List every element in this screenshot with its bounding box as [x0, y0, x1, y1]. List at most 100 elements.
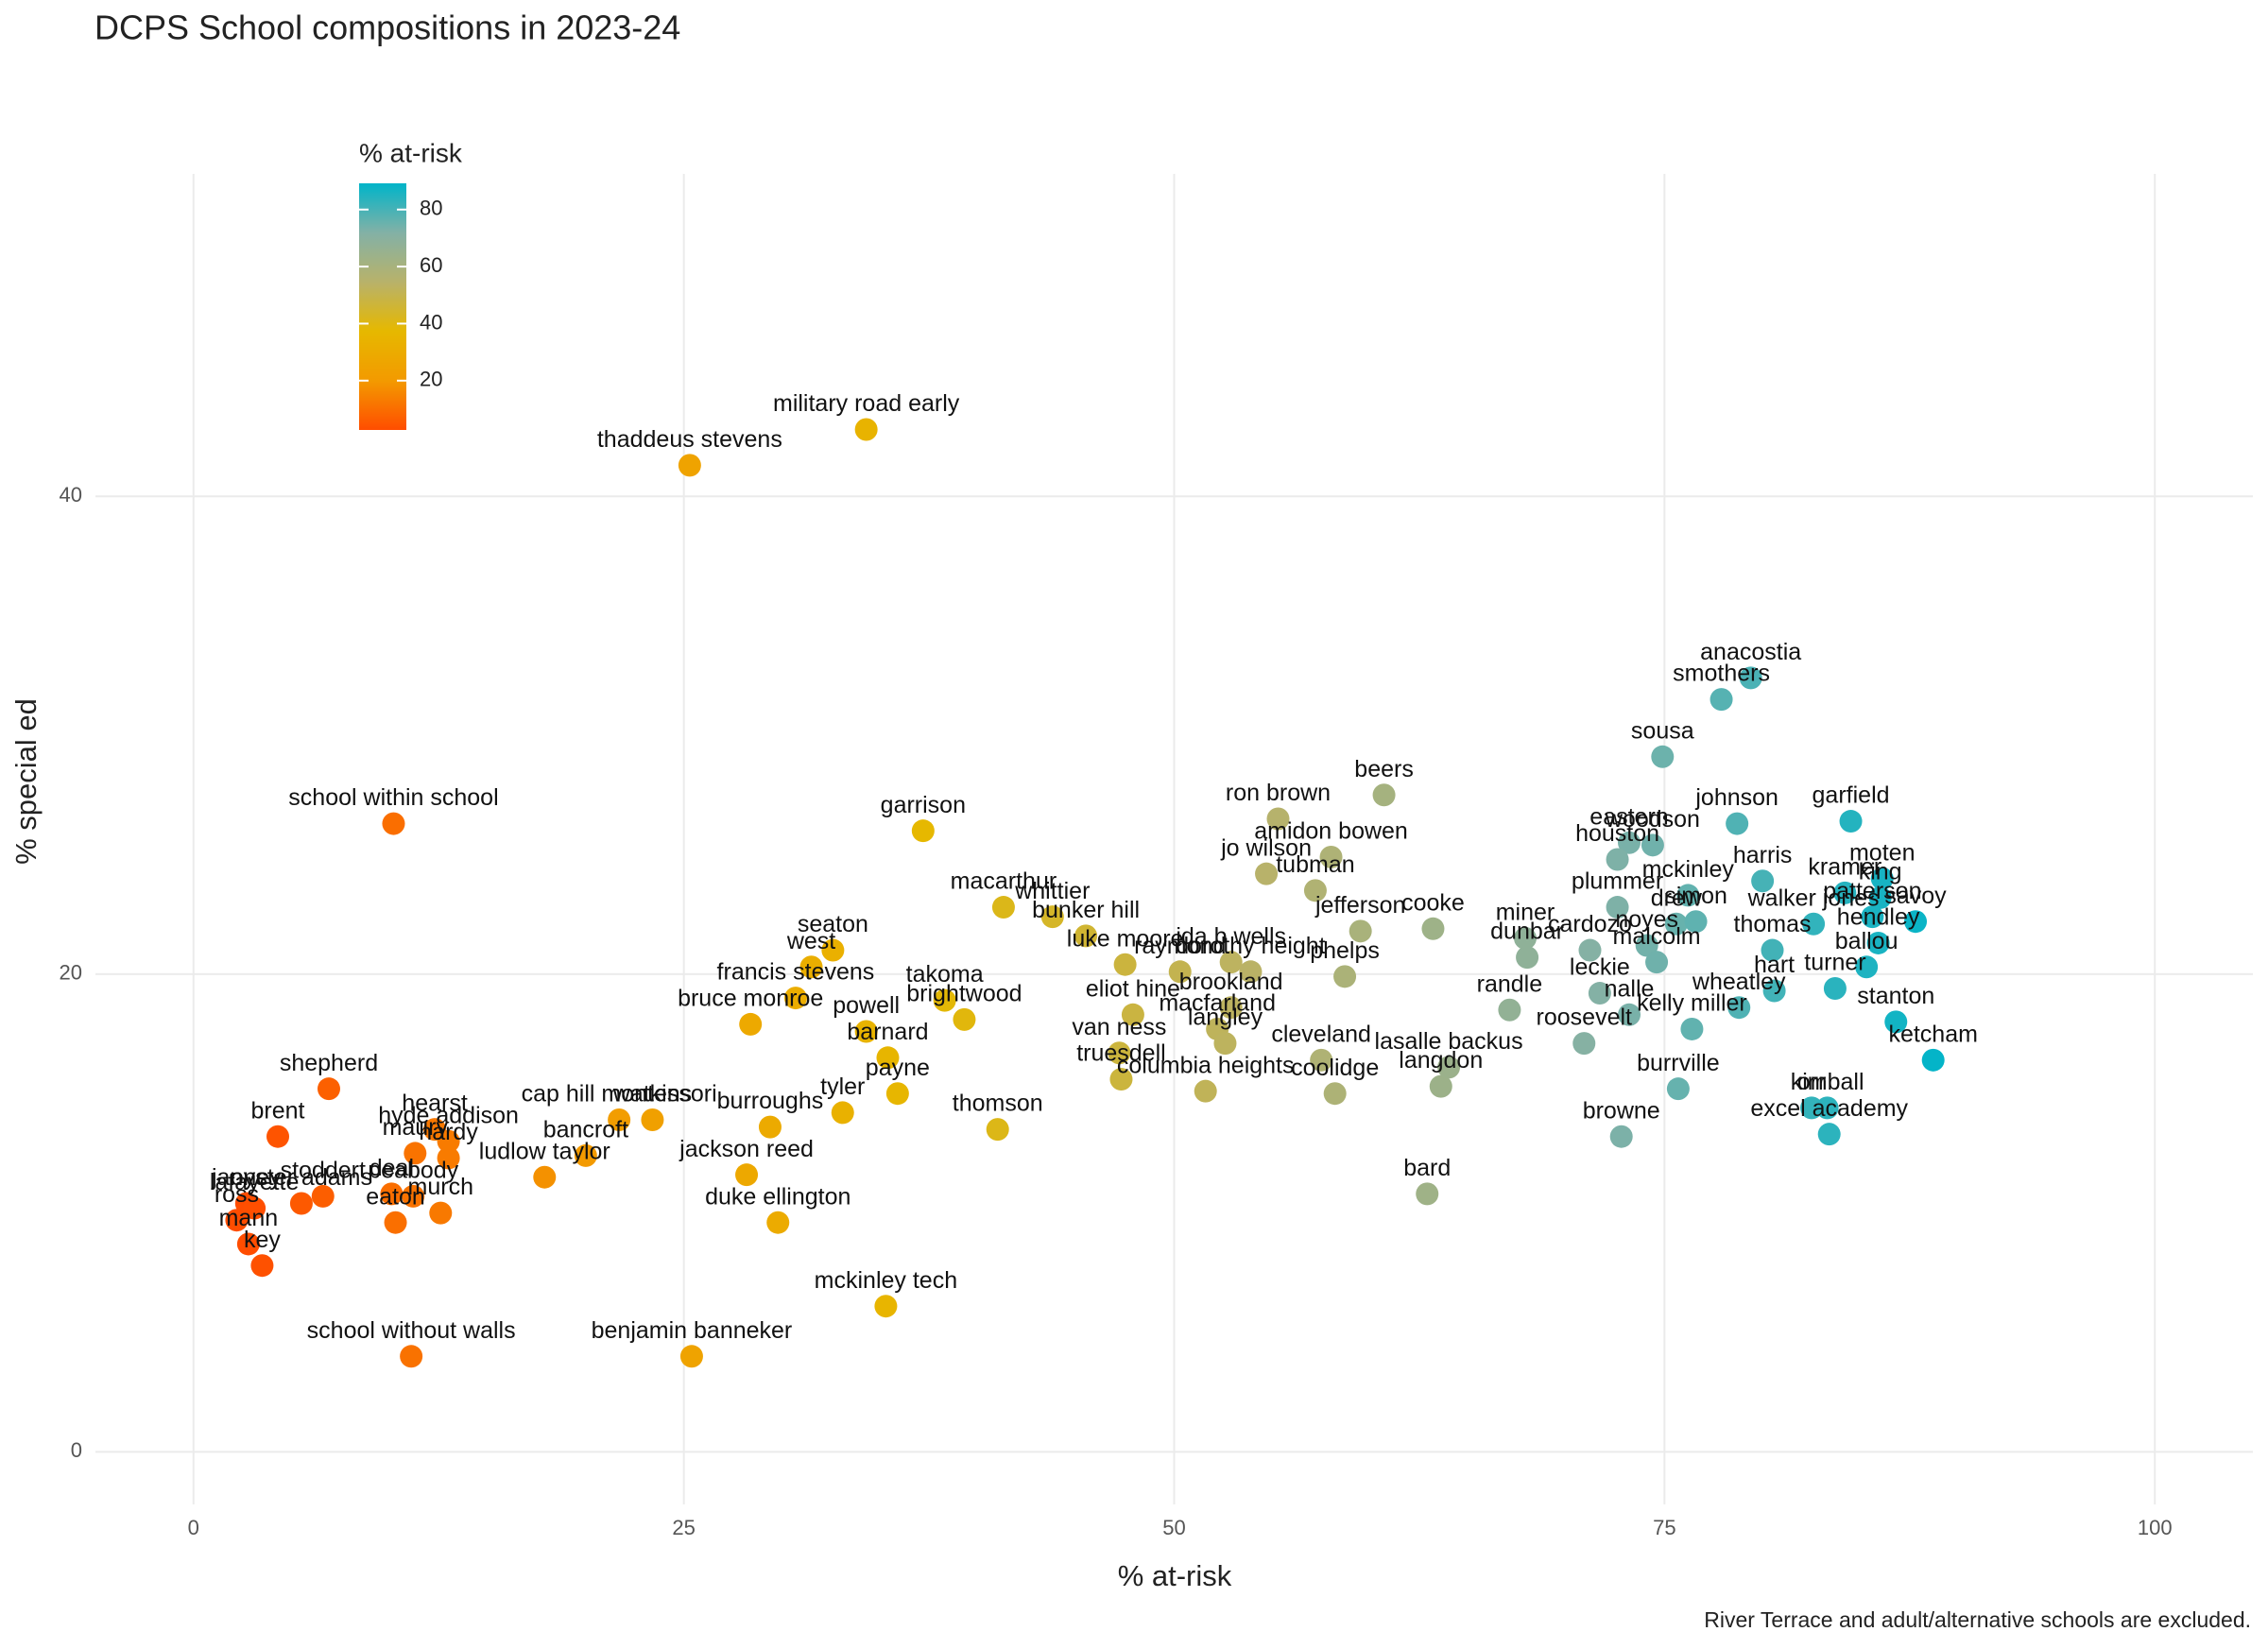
point [1437, 1056, 1461, 1079]
point-label: hyde addison [378, 1102, 519, 1128]
point-label: brent [251, 1097, 305, 1124]
point-label: dorothy height [1176, 933, 1326, 959]
point-label: wheatley [1692, 969, 1786, 995]
point-label: mckinley [1642, 856, 1735, 883]
x-axis-label: % at-risk [1118, 1559, 1232, 1592]
point [1239, 960, 1263, 984]
point-label: woodson [1605, 806, 1700, 833]
point [1113, 953, 1137, 976]
legend-tick-label: 80 [420, 197, 442, 220]
point-label: amidon bowen [1254, 818, 1408, 845]
point-label: ludlow taylor [479, 1138, 610, 1164]
point-label: francis stevens [717, 959, 875, 986]
point [1266, 807, 1290, 831]
point-label: kimball [1791, 1069, 1864, 1095]
point-label: houston [1575, 820, 1659, 847]
point-label: bard [1403, 1155, 1451, 1181]
point-label: seaton [798, 911, 868, 937]
point-label: eaton [366, 1183, 425, 1210]
point-label: thaddeus stevens [597, 426, 782, 453]
point-label: mann [219, 1205, 279, 1231]
point [1303, 879, 1327, 902]
point [1641, 833, 1664, 857]
point-label: duke ellington [705, 1183, 850, 1210]
point-label: plummer [1572, 868, 1663, 895]
point-label: jefferson [1314, 892, 1405, 919]
point-label: murch [408, 1174, 473, 1200]
point [1516, 946, 1539, 970]
point-label: king [1859, 859, 1902, 885]
point [854, 1020, 878, 1043]
point [1664, 912, 1688, 936]
point-label: simon [1664, 883, 1727, 909]
point [1372, 783, 1396, 807]
point-label: school without walls [307, 1317, 516, 1344]
point-label: coolidge [1291, 1055, 1379, 1081]
point-label: shepherd [280, 1050, 378, 1076]
point [783, 987, 807, 1010]
point [854, 418, 878, 441]
point [1921, 1048, 1945, 1072]
point [250, 1254, 274, 1278]
point-label: mckinley tech [815, 1267, 957, 1294]
point [1219, 996, 1243, 1020]
point [1870, 867, 1894, 890]
point-label: noyes [1615, 906, 1678, 933]
point-label: hendley [1837, 904, 1920, 931]
point-label: tyler [820, 1074, 865, 1100]
point [236, 1232, 260, 1256]
point [1645, 951, 1669, 974]
point [953, 1007, 976, 1031]
colorbar [359, 183, 406, 430]
y-axis-label: % special ed [9, 698, 43, 865]
point-label: lasalle backus [1375, 1028, 1523, 1055]
caption: River Terrace and adult/alternative scho… [1704, 1607, 2251, 1632]
point [225, 1209, 249, 1232]
point-label: barnard [847, 1019, 928, 1045]
point-label: walker jones [1747, 885, 1880, 911]
point-label: johnson [1694, 784, 1778, 811]
point-label: military road early [773, 390, 960, 417]
y-tick-label: 20 [60, 961, 82, 985]
point-label: burrville [1637, 1050, 1720, 1076]
point [1168, 960, 1192, 984]
point [1572, 1032, 1596, 1056]
x-tick-label: 75 [1653, 1516, 1675, 1539]
point-label: benjamin banneker [592, 1317, 793, 1344]
point [1255, 862, 1279, 885]
point-label: moten [1849, 839, 1915, 866]
point [1498, 998, 1521, 1022]
y-tick-label: 40 [60, 483, 82, 507]
point [437, 1129, 460, 1153]
point-label: harris [1733, 842, 1793, 868]
point-label: eastern [1589, 803, 1668, 830]
point-label: sousa [1631, 717, 1694, 744]
point [1319, 845, 1343, 868]
point-label: cooke [1401, 889, 1465, 916]
point [1761, 938, 1784, 962]
point-label: ron brown [1226, 780, 1331, 806]
point-label: garrison [881, 792, 966, 818]
point [1618, 831, 1641, 854]
point-label: kelly miller [1637, 990, 1747, 1017]
point [758, 1115, 782, 1139]
point [1833, 881, 1857, 904]
x-tick-label: 0 [188, 1516, 199, 1539]
point-label: columbia heights [1117, 1052, 1295, 1078]
point [1588, 982, 1611, 1005]
point [766, 1211, 790, 1234]
point [437, 1146, 460, 1170]
point [1739, 666, 1762, 690]
point-label: savoy [1884, 883, 1947, 909]
point-label: miner [1496, 900, 1555, 926]
point-label: macarthur [951, 868, 1057, 895]
point [1121, 1003, 1144, 1026]
point [289, 1192, 313, 1215]
point-label: west [786, 928, 835, 954]
point [1866, 931, 1890, 954]
point-label: beers [1354, 756, 1414, 782]
point-label: key [244, 1227, 281, 1253]
legend-tick-label: 60 [420, 253, 442, 277]
point [1074, 924, 1098, 948]
